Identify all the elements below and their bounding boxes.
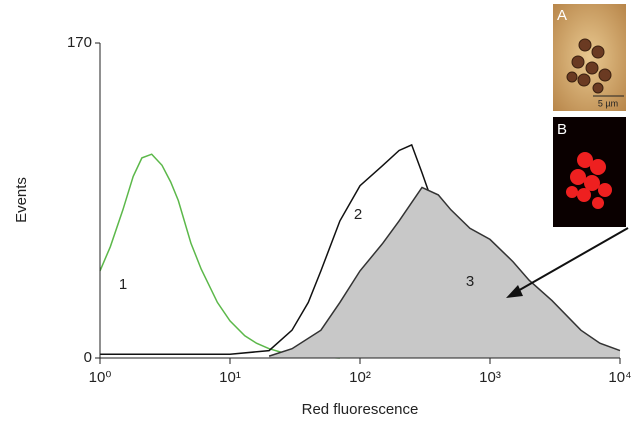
cells (566, 38, 612, 94)
x-tick-label: 10² (349, 369, 371, 386)
x-tick-label: 10⁴ (608, 369, 631, 386)
area (269, 187, 620, 358)
micrograph (553, 117, 626, 227)
y-tick-label: 0 (84, 349, 92, 366)
line (268, 186, 621, 357)
y-tick-label: 170 (67, 34, 92, 51)
x-tick-label: 10³ (479, 369, 501, 386)
inset-b: B (553, 117, 626, 227)
x-axis-label: Red fluorescence (302, 401, 419, 418)
micrograph (553, 4, 626, 111)
cells (566, 152, 612, 209)
inset-label: A (557, 7, 567, 24)
annotation: 1 (119, 276, 127, 293)
inset-label: B (557, 121, 567, 138)
plot-area: 0 170 10⁰ 10¹ 10² 10³ 10⁴ (67, 34, 632, 386)
scale-bar-label: 5 µm (598, 98, 618, 108)
arrow (515, 227, 629, 293)
arrow-head (506, 285, 523, 298)
x-tick-label: 10¹ (219, 369, 241, 386)
annotation: 2 (354, 206, 362, 223)
annotation: 3 (466, 273, 474, 290)
inset-a: 5 µm A (553, 4, 626, 111)
x-tick-label: 10⁰ (89, 369, 112, 386)
line (99, 153, 340, 359)
y-axis-label: Events (13, 177, 30, 223)
